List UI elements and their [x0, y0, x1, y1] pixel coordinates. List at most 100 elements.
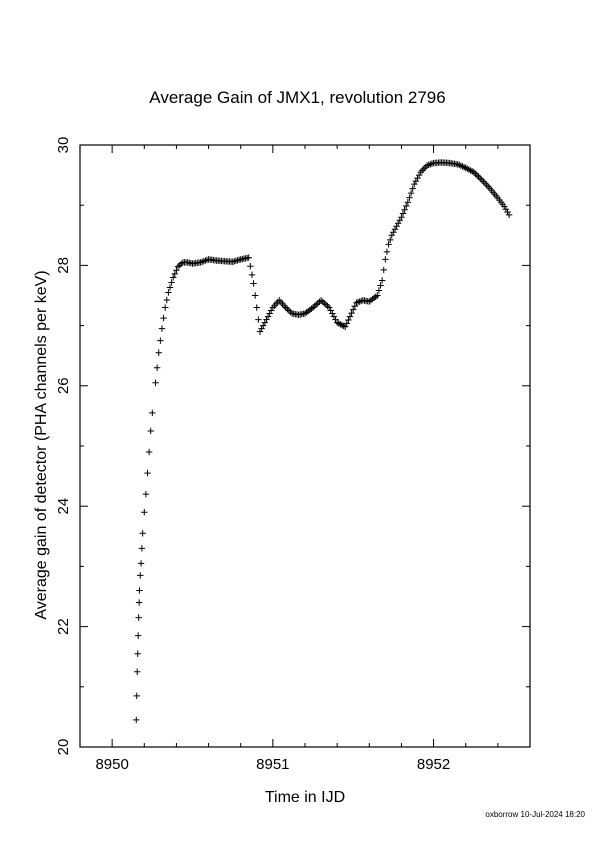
data-point-dense [419, 167, 426, 174]
data-point-dense [306, 306, 314, 314]
data-point-dense [395, 220, 402, 227]
data-point [141, 509, 148, 516]
y-axis-label: Average gain of detector (PHA channels p… [33, 270, 50, 620]
data-point-dense [314, 300, 322, 307]
data-point-dense [415, 171, 423, 179]
data-point-dense [200, 257, 207, 265]
data-point-dense [319, 298, 326, 305]
data-point [341, 323, 349, 331]
data-point [501, 203, 508, 210]
data-point-dense [476, 175, 484, 182]
data-point [398, 214, 405, 221]
data-point [170, 274, 177, 281]
data-point [378, 277, 386, 284]
data-point [353, 299, 360, 306]
data-point-dense [311, 302, 318, 310]
data-point-dense [504, 208, 511, 216]
data-point [325, 304, 333, 311]
data-point-dense [285, 307, 293, 314]
data-point-dense [340, 322, 347, 330]
data-point-dense [480, 178, 487, 185]
data-point-dense [414, 174, 421, 182]
data-point-dense [330, 313, 338, 320]
data-point [136, 587, 143, 594]
data-point-dense [260, 322, 267, 329]
data-point [155, 349, 162, 356]
data-point-dense [303, 309, 310, 316]
data-point-dense [427, 161, 434, 168]
data-point [197, 259, 204, 266]
data-point-dense [308, 305, 315, 312]
data-point-dense [354, 298, 362, 306]
data-point-dense [481, 180, 489, 187]
data-point [282, 304, 289, 311]
data-point-dense [407, 189, 415, 197]
data-point [135, 599, 143, 606]
data-point [263, 316, 270, 323]
data-point-dense [369, 295, 376, 303]
data-point [161, 304, 169, 311]
data-point [393, 223, 400, 230]
data-point-dense [370, 294, 378, 302]
data-point-dense [173, 267, 180, 274]
data-point [147, 427, 154, 435]
data-point-dense [268, 307, 275, 314]
data-point-dense [375, 287, 383, 294]
data-point-dense [345, 316, 352, 324]
data-point-dense [456, 161, 463, 169]
data-point-dense [176, 261, 183, 269]
data-point-dense [335, 320, 342, 327]
data-point-dense [465, 166, 473, 173]
y-tick-label: 20 [55, 739, 72, 756]
data-point-dense [168, 279, 175, 286]
data-point [301, 310, 309, 317]
data-point-dense [329, 310, 336, 317]
chart-title: Average Gain of JMX1, revolution 2796 [149, 88, 446, 107]
data-point [149, 409, 156, 417]
data-point [145, 448, 153, 456]
data-point [309, 304, 317, 311]
data-point-dense [338, 321, 346, 329]
data-point-dense [305, 307, 312, 315]
data-point [133, 692, 140, 700]
data-point-dense [351, 302, 359, 310]
data-point [385, 241, 392, 248]
data-point [423, 162, 431, 169]
data-point-dense [287, 308, 294, 316]
data-point-dense [483, 181, 490, 189]
data-point-dense [425, 161, 432, 169]
data-point-dense [178, 260, 185, 267]
data-point-dense [247, 263, 254, 270]
data-point-dense [464, 165, 471, 172]
data-point-dense [171, 270, 179, 278]
data-point-dense [457, 162, 465, 169]
data-point-dense [377, 282, 384, 289]
data-point [135, 614, 142, 621]
data-point-dense [255, 316, 262, 323]
data-point-dense [198, 258, 206, 265]
data-point-dense [383, 248, 391, 256]
data-point [388, 232, 395, 239]
data-point-dense [251, 292, 259, 299]
data-point-dense [401, 206, 408, 213]
data-point-dense [396, 217, 404, 224]
data-point-dense [459, 163, 466, 170]
data-point-dense [502, 206, 510, 213]
data-point-dense [343, 320, 350, 327]
data-point [142, 490, 150, 498]
data-point [505, 211, 513, 219]
data-point [250, 280, 257, 287]
data-point [133, 716, 140, 724]
data-point [411, 180, 418, 188]
data-point-dense [157, 337, 164, 344]
data-point-dense [321, 300, 328, 307]
data-point [134, 632, 142, 639]
y-tick-label: 26 [55, 377, 72, 394]
y-tick-label: 22 [55, 618, 72, 635]
data-point [134, 668, 141, 675]
data-point [134, 650, 141, 657]
data-point-dense [264, 313, 272, 320]
data-point [137, 572, 144, 579]
data-point-dense [337, 321, 344, 328]
x-tick-label: 8950 [95, 756, 128, 773]
